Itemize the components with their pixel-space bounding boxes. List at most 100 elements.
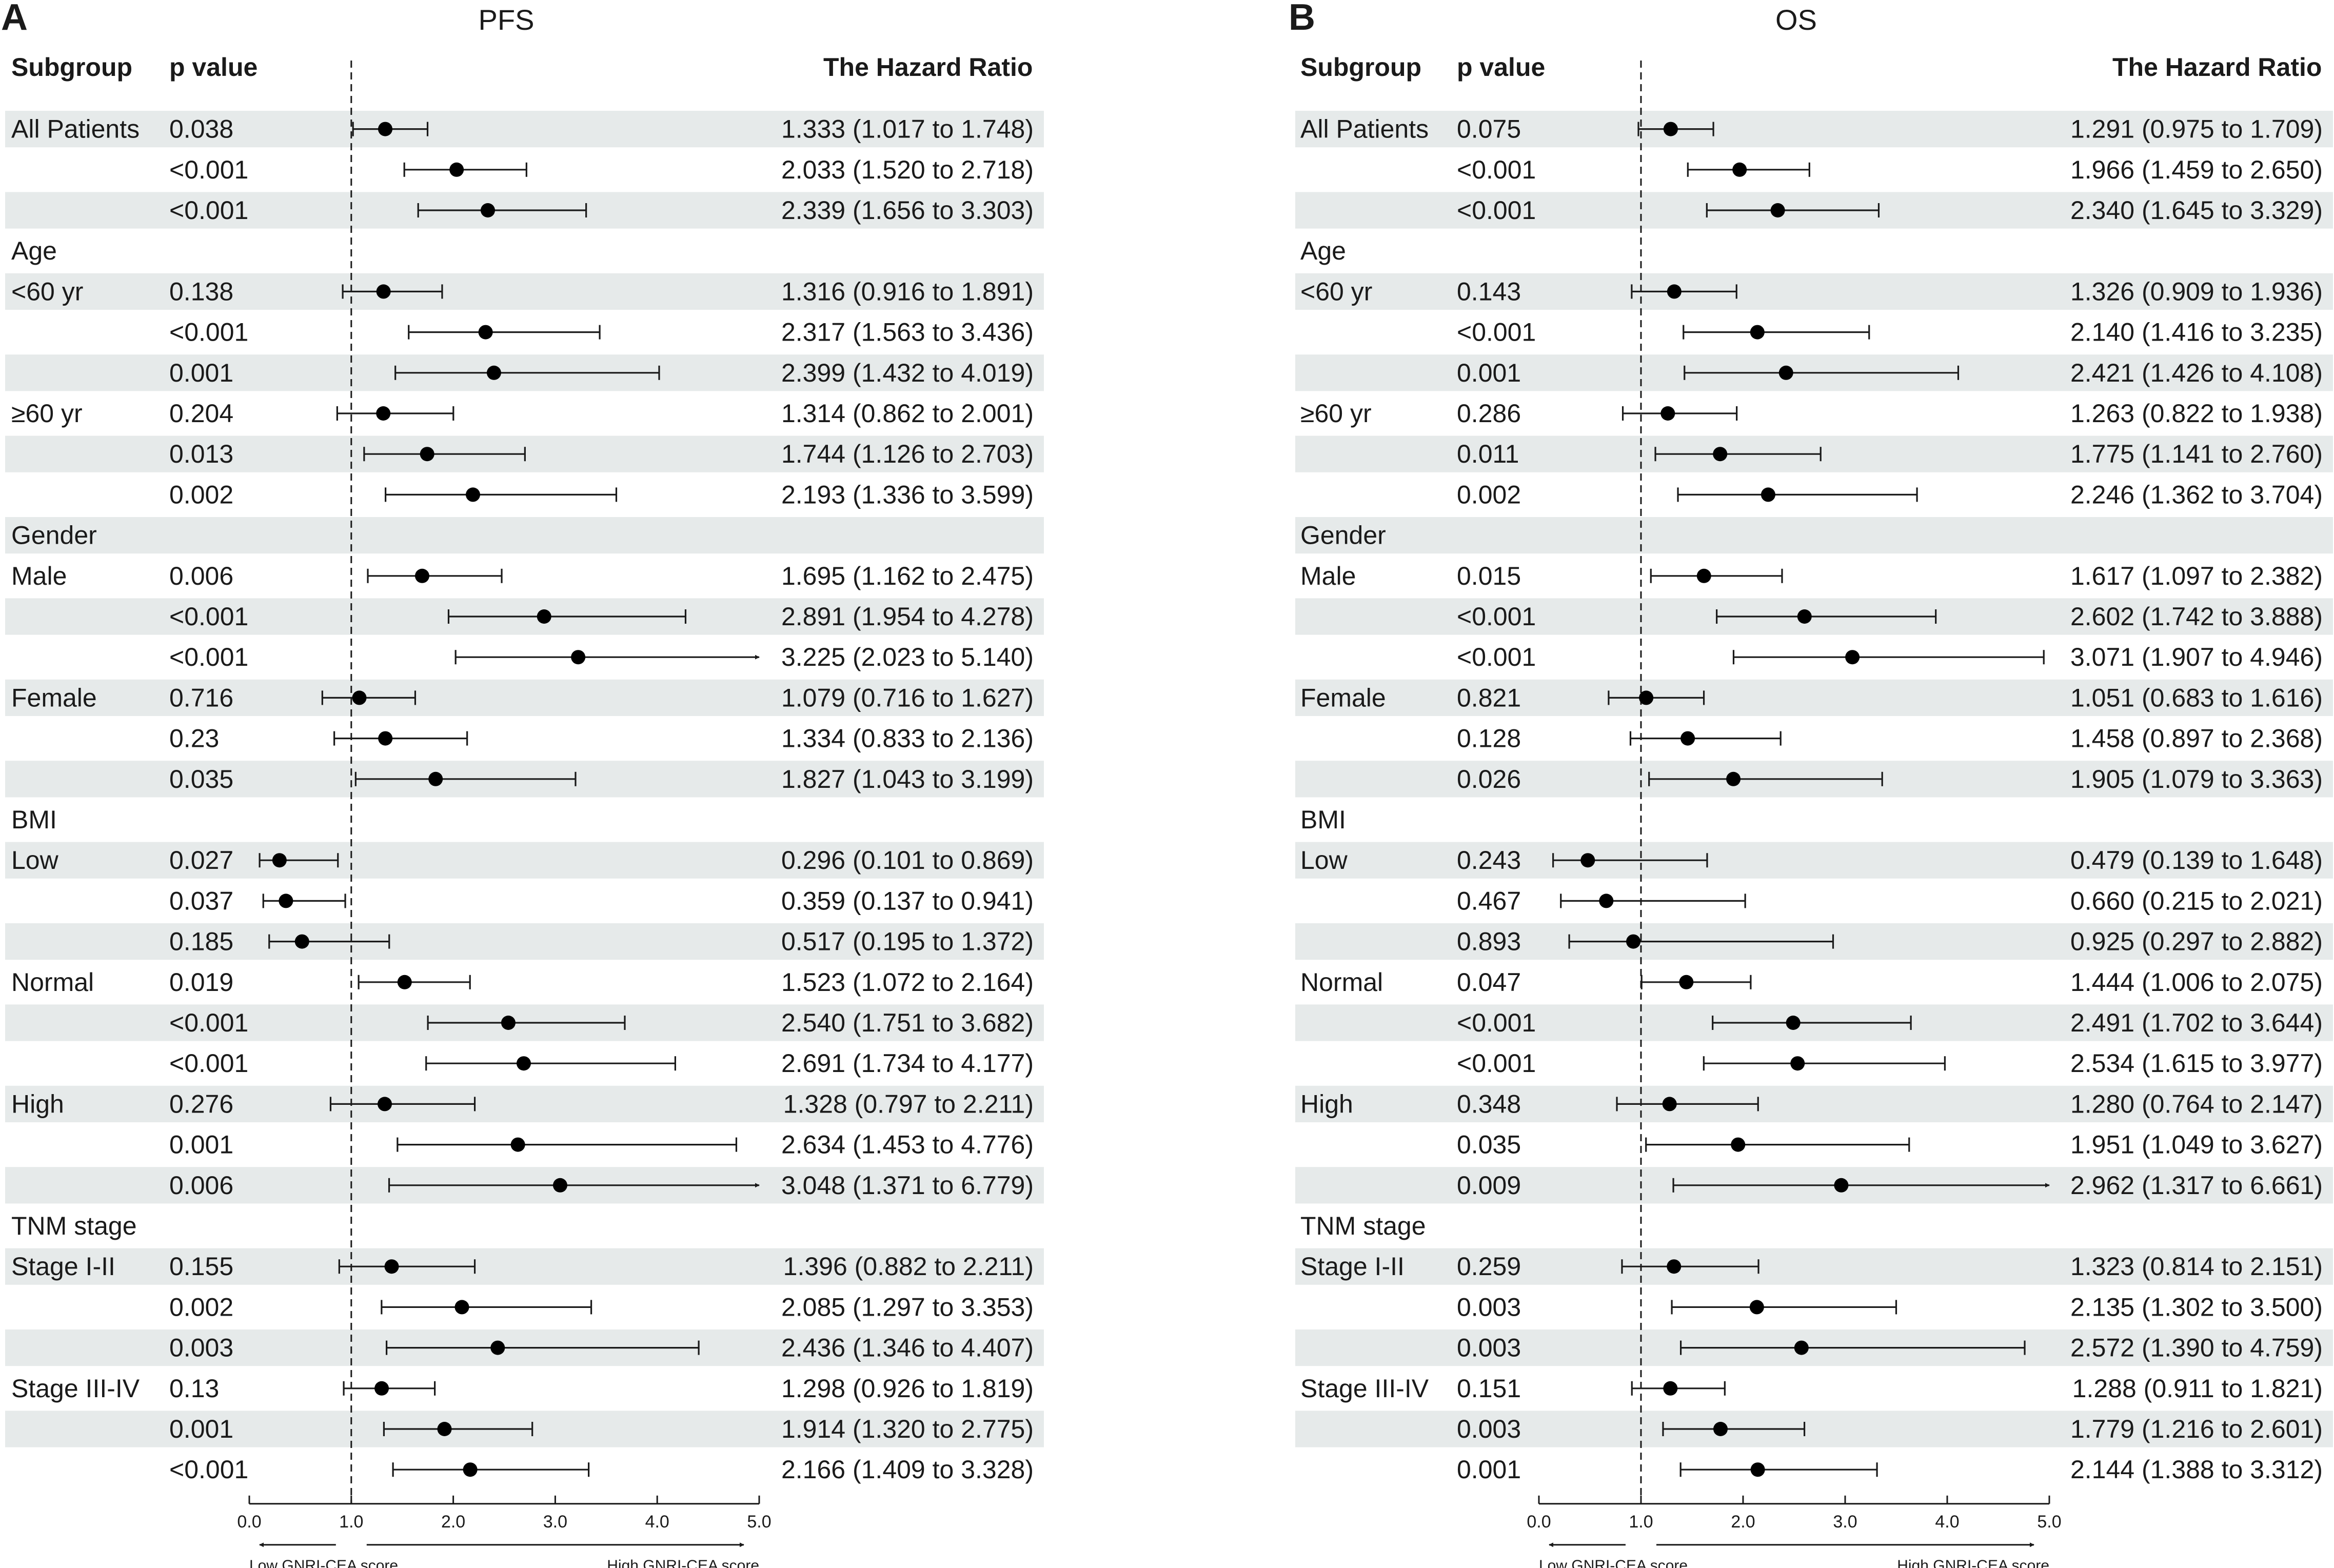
hr-point xyxy=(1750,1462,1765,1477)
hr-point xyxy=(537,609,551,624)
p-value: 0.821 xyxy=(1457,683,1521,712)
hr-point xyxy=(1790,1056,1805,1071)
x-tick-label: 4.0 xyxy=(1935,1512,1959,1532)
panel-title: OS xyxy=(1775,4,1817,36)
row-band xyxy=(5,1085,1044,1122)
hr-point xyxy=(1663,122,1678,136)
p-value: 0.006 xyxy=(169,562,233,590)
p-value: 0.003 xyxy=(169,1334,233,1362)
hr-point xyxy=(1731,1137,1746,1152)
hr-point xyxy=(1580,853,1595,868)
subgroup-label: Stage III-IV xyxy=(1300,1374,1429,1403)
row-band xyxy=(5,679,1044,716)
hr-point xyxy=(384,1259,399,1274)
hazard-ratio-text: 1.523 (1.072 to 2.164) xyxy=(781,968,1034,997)
subgroup-label: BMI xyxy=(1300,805,1346,834)
hazard-ratio-text: 1.051 (0.683 to 1.616) xyxy=(2070,683,2323,712)
hazard-ratio-text: 1.328 (0.797 to 2.211) xyxy=(783,1089,1034,1118)
p-value: 0.259 xyxy=(1457,1252,1521,1281)
hazard-ratio-text: 2.540 (1.751 to 3.682) xyxy=(781,1008,1034,1037)
hr-point xyxy=(516,1056,531,1071)
p-value: 0.019 xyxy=(169,968,233,997)
subgroup-label: Low xyxy=(1300,846,1348,875)
hr-point xyxy=(465,487,480,502)
direction-label-low: Low GNRI-CEA score xyxy=(249,1557,398,1568)
hr-point xyxy=(374,1381,389,1396)
hr-point xyxy=(480,203,495,217)
p-value: 0.128 xyxy=(1457,724,1521,753)
hazard-ratio-text: 0.517 (0.195 to 1.372) xyxy=(781,927,1034,956)
p-value: <0.001 xyxy=(169,643,248,671)
subgroup-label: Female xyxy=(11,683,97,712)
row-band xyxy=(1295,111,2333,148)
hr-point xyxy=(279,894,293,908)
hazard-ratio-text: 2.962 (1.317 to 6.661) xyxy=(2070,1171,2323,1200)
x-tick-label: 0.0 xyxy=(237,1512,261,1532)
p-value: 0.002 xyxy=(169,480,233,509)
p-value: 0.001 xyxy=(1457,359,1521,387)
p-value: <0.001 xyxy=(1457,643,1536,671)
header-pvalue: p value xyxy=(169,53,258,82)
p-value: 0.138 xyxy=(169,277,233,306)
header-subgroup: Subgroup xyxy=(1300,53,1421,82)
p-value: 0.035 xyxy=(1457,1130,1521,1159)
hazard-ratio-text: 2.691 (1.734 to 4.177) xyxy=(781,1049,1034,1078)
hr-point xyxy=(1797,609,1812,624)
hr-point xyxy=(486,365,501,380)
hazard-ratio-text: 2.135 (1.302 to 3.500) xyxy=(2070,1293,2323,1321)
hazard-ratio-text: 1.314 (0.862 to 2.001) xyxy=(781,399,1034,428)
hazard-ratio-text: 2.166 (1.409 to 3.328) xyxy=(781,1455,1034,1484)
hazard-ratio-text: 1.396 (0.882 to 2.211) xyxy=(783,1252,1034,1281)
panel-b: B OS Subgroup p value The Hazard Ratio All Pa… xyxy=(1289,0,2333,1568)
subgroup-label: All Patients xyxy=(11,115,140,144)
hazard-ratio-text: 2.085 (1.297 to 3.353) xyxy=(781,1293,1034,1321)
subgroup-label: ≥60 yr xyxy=(11,399,83,428)
p-value: 0.003 xyxy=(1457,1293,1521,1321)
subgroup-label: Stage III-IV xyxy=(11,1374,140,1403)
hr-point xyxy=(1794,1340,1809,1355)
p-value: 0.001 xyxy=(1457,1455,1521,1484)
x-tick-label: 5.0 xyxy=(747,1512,771,1532)
row-band xyxy=(1295,679,2333,716)
p-value: 0.015 xyxy=(1457,562,1521,590)
hazard-ratio-text: 3.071 (1.907 to 4.946) xyxy=(2070,643,2323,671)
p-value: 0.716 xyxy=(169,683,233,712)
hr-point xyxy=(1713,447,1728,462)
row-band xyxy=(5,111,1044,148)
hr-point xyxy=(1770,203,1785,217)
panel-label: B xyxy=(1289,0,1315,38)
p-value: <0.001 xyxy=(169,1049,248,1078)
p-value: <0.001 xyxy=(169,196,248,225)
hr-point xyxy=(1660,406,1675,421)
p-value: 0.286 xyxy=(1457,399,1521,428)
hazard-ratio-text: 1.298 (0.926 to 1.819) xyxy=(781,1374,1034,1403)
p-value: <0.001 xyxy=(1457,318,1536,347)
hr-point xyxy=(1761,487,1775,502)
hazard-ratio-text: 2.317 (1.563 to 3.436) xyxy=(781,318,1034,347)
p-value: 0.002 xyxy=(1457,480,1521,509)
hazard-ratio-text: 2.891 (1.954 to 4.278) xyxy=(781,602,1034,631)
hazard-ratio-text: 2.144 (1.388 to 3.312) xyxy=(2070,1455,2323,1484)
subgroup-label: Gender xyxy=(1300,521,1386,550)
hazard-ratio-text: 1.744 (1.126 to 2.703) xyxy=(781,440,1034,468)
p-value: 0.001 xyxy=(169,1415,233,1443)
hr-point xyxy=(1845,650,1860,665)
hazard-ratio-text: 0.479 (0.139 to 1.648) xyxy=(2070,846,2323,875)
hazard-ratio-text: 1.779 (1.216 to 2.601) xyxy=(2070,1415,2323,1443)
subgroup-label: <60 yr xyxy=(1300,277,1372,306)
hazard-ratio-text: 3.048 (1.371 to 6.779) xyxy=(781,1171,1034,1200)
p-value: 0.001 xyxy=(169,1130,233,1159)
hazard-ratio-text: 1.288 (0.911 to 1.821) xyxy=(2072,1374,2323,1403)
hr-point xyxy=(490,1340,505,1355)
direction-label-high: High GNRI-CEA score xyxy=(1897,1557,2049,1568)
subgroup-label: Normal xyxy=(1300,968,1383,997)
subgroup-label: Stage I-II xyxy=(1300,1252,1405,1281)
direction-label-high: High GNRI-CEA score xyxy=(607,1557,759,1568)
x-tick-label: 2.0 xyxy=(441,1512,465,1532)
hr-point xyxy=(378,1097,392,1112)
hr-point xyxy=(1667,284,1682,299)
subgroup-label: High xyxy=(11,1089,64,1118)
x-tick-label: 4.0 xyxy=(645,1512,669,1532)
p-value: <0.001 xyxy=(1457,155,1536,184)
